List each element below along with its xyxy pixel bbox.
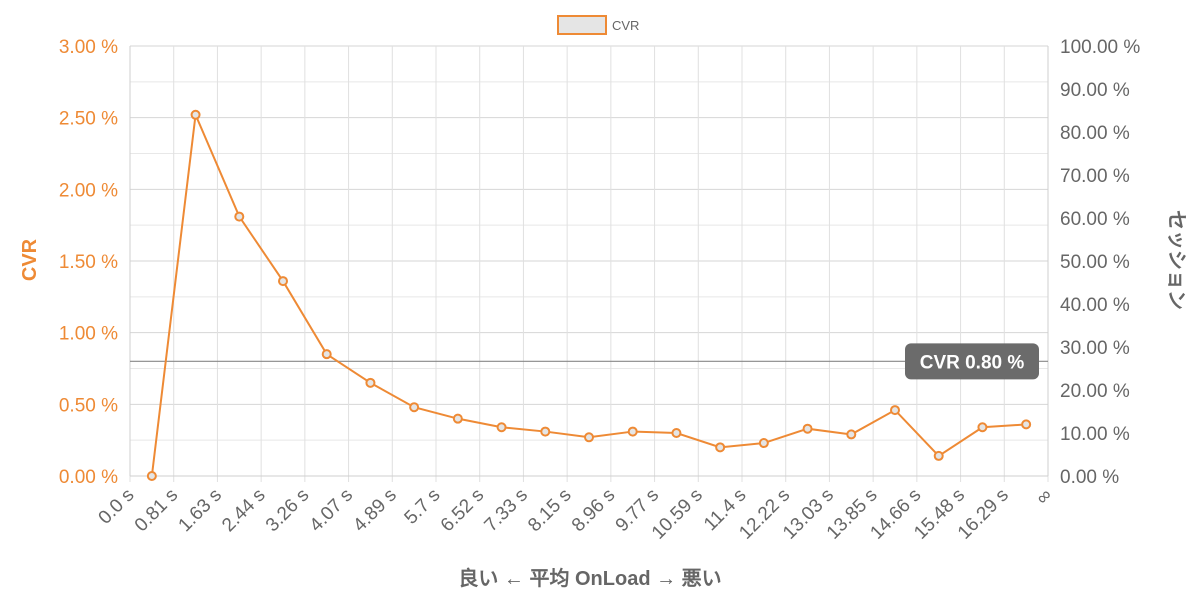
y-right-tick-label: 100.00 % [1060,37,1140,58]
cvr-data-point[interactable] [321,349,332,360]
y-right-tick-label: 60.00 % [1060,209,1130,230]
cvr-data-point[interactable] [846,429,857,440]
legend-swatch[interactable] [557,15,607,35]
x-tick-label: 4.89 s [349,485,400,536]
y-right-tick-label: 0.00 % [1060,467,1119,488]
x-tick-label: 0.81 s [131,485,182,536]
x-tick-label: 8.15 s [524,485,575,536]
y-right-tick-label: 90.00 % [1060,80,1130,101]
y-right-tick-label: 70.00 % [1060,166,1130,187]
y-right-tick-label: 50.00 % [1060,252,1130,273]
cvr-data-point[interactable] [977,422,988,433]
y-right-tick-label: 10.00 % [1060,424,1130,445]
y-left-axis-title: CVR [19,238,41,281]
x-tick-label: 2.44 s [218,485,269,536]
y-right-tick-label: 30.00 % [1060,338,1130,359]
cvr-data-point[interactable] [758,438,769,449]
y-left-tick-label: 1.50 % [59,252,118,273]
x-tick-label: 3.26 s [262,485,313,536]
cvr-series-line [150,110,1027,477]
cvr-data-point[interactable] [933,450,944,461]
x-tick-label: 1.63 s [175,485,226,536]
y-right-axis-title: セッション [1165,210,1187,310]
cvr-data-point[interactable] [1021,419,1032,430]
y-left-tick-label: 2.50 % [59,109,118,130]
x-axis-title: 良い ← 平均 OnLoad → 悪い [458,566,721,590]
cvr-data-point[interactable] [146,471,157,481]
cvr-data-point[interactable] [802,423,813,434]
x-tick-label: 7.33 s [481,485,532,536]
cvr-data-point[interactable] [496,422,507,433]
legend-label[interactable]: CVR [612,18,639,33]
cvr-data-point[interactable] [278,276,288,287]
cvr-data-point[interactable] [584,432,594,443]
reference-line-group: CVR 0.80 % [130,343,1048,380]
cvr-data-point[interactable] [452,413,463,424]
y-right-tick-label: 40.00 % [1060,295,1130,316]
x-tick-label: 6.52 s [437,485,488,536]
y-left-tick-label: 0.00 % [59,467,118,488]
cvr-data-point[interactable] [540,426,551,437]
x-tick-label: 8.96 s [568,485,619,536]
cvr-data-point[interactable] [365,377,376,388]
reference-label: CVR 0.80 % [920,352,1025,373]
reference-label-box [905,343,1039,380]
cvr-data-point[interactable] [671,428,682,438]
cvr-data-point[interactable] [890,405,900,416]
cvr-data-point[interactable] [409,402,420,413]
x-tick-label: 4.07 s [306,485,357,536]
legend[interactable]: CVR [557,15,639,35]
y-left-tick-label: 2.00 % [59,180,118,201]
cvr-data-point[interactable] [627,426,638,437]
grid [129,45,1049,482]
y-left-tick-label: 1.00 % [59,324,118,345]
y-left-tick-label: 3.00 % [59,37,118,58]
cvr-data-point[interactable] [190,109,201,120]
y-right-tick-label: 80.00 % [1060,123,1130,144]
cvr-data-point[interactable] [234,211,245,222]
y-right-tick-label: 20.00 % [1060,381,1130,402]
axes: 0.00 % 0.50 % 1.00 % 1.50 % 2.00 % 2.50 % 3.00… [59,37,1141,544]
x-tick-label: ∞ [1032,485,1056,509]
y-left-tick-label: 0.50 % [59,395,118,416]
series-group [146,109,1032,481]
axis-labels: CVR セッション 良い ← 平均 OnLoad → 悪い [19,210,1187,590]
cvr-data-point[interactable] [715,442,726,453]
